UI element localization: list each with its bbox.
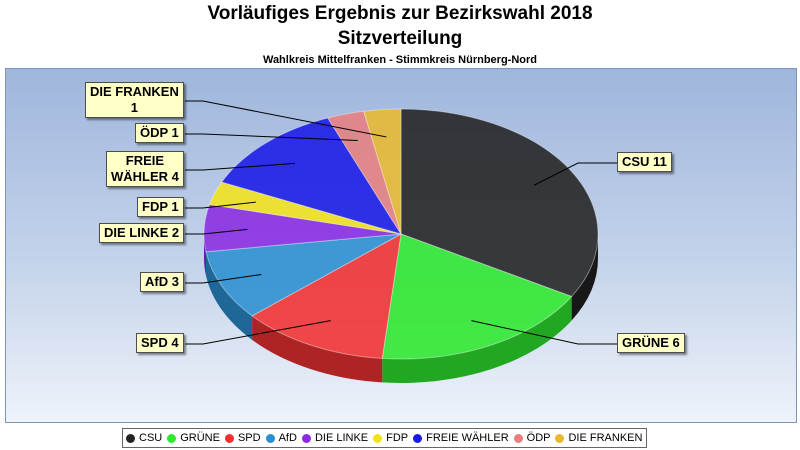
legend-marker <box>513 433 523 443</box>
leader-line <box>185 228 248 235</box>
pie-slice-fdp[interactable] <box>208 181 402 235</box>
legend-item-die-linke: DIE LINKE <box>301 432 369 444</box>
slice-label-die-franken: DIE FRANKEN 1 <box>85 82 184 118</box>
legend-label: ÖDP <box>526 432 551 444</box>
legend-item-gr-ne: GRÜNE <box>167 432 220 444</box>
pie-side-gr-ne <box>382 296 572 383</box>
legend-marker <box>301 433 311 443</box>
legend-label: FREIE WÄHLER <box>426 432 509 444</box>
pie-slice-afd[interactable] <box>205 233 402 317</box>
pie-slice-die-franken[interactable] <box>363 108 402 235</box>
pie-side-csu <box>571 234 599 321</box>
pie-slice-spd[interactable] <box>251 233 402 359</box>
leader-line <box>471 320 618 345</box>
legend-item-freie-w-hler: FREIE WÄHLER <box>413 432 509 444</box>
pie-slice--dp[interactable] <box>326 110 402 235</box>
leader-line <box>185 162 295 171</box>
legend-marker <box>224 433 234 443</box>
slice-label-fdp: FDP 1 <box>137 197 184 217</box>
slice-label-gr-ne: GRÜNE 6 <box>617 333 685 353</box>
legend-label: AfD <box>278 432 297 444</box>
legend-label: DIE FRANKEN <box>568 432 643 444</box>
slice-label--dp: ÖDP 1 <box>135 123 184 143</box>
pie-side-spd <box>252 315 383 383</box>
slice-label-afd: AfD 3 <box>140 272 184 292</box>
legend-item-spd: SPD <box>224 432 261 444</box>
pie-slice-gr-ne[interactable] <box>381 233 573 360</box>
legend-marker <box>413 433 423 443</box>
legend-marker <box>373 433 383 443</box>
pie-slice-csu[interactable] <box>400 108 599 298</box>
pie-side-afd <box>206 251 253 340</box>
plot-area <box>5 68 797 423</box>
slice-label-spd: SPD 4 <box>136 333 184 353</box>
leader-line <box>185 100 387 138</box>
pie-chart <box>185 100 618 383</box>
slice-label-freie-w-hler: FREIE WÄHLER 4 <box>106 151 184 187</box>
chart-title: Vorläufiges Ergebnis zur Bezirkswahl 201… <box>207 3 593 24</box>
leader-line <box>185 274 262 284</box>
leader-line <box>185 320 331 345</box>
slice-label-die-linke: DIE LINKE 2 <box>99 223 185 243</box>
legend: CSU GRÜNE SPD AfD DIE LINKE FDP FREIE WÄHLER ÖD… <box>122 428 648 448</box>
leader-line <box>185 201 256 209</box>
chart-subtitle: Sitzverteilung <box>337 28 463 49</box>
legend-item--dp: ÖDP <box>513 432 551 444</box>
legend-label: CSU <box>139 432 163 444</box>
legend-marker <box>126 433 135 443</box>
legend-label: FDP <box>386 432 409 444</box>
chart-caption: Wahlkreis Mittelfranken - Stimmkreis Nür… <box>262 54 538 66</box>
pie-slice-freie-w-hler[interactable] <box>220 117 403 235</box>
legend-label: SPD <box>237 432 261 444</box>
legend-marker <box>167 433 177 443</box>
legend-item-die-franken: DIE FRANKEN <box>555 432 642 444</box>
legend-marker <box>555 433 565 443</box>
leader-line <box>533 162 618 186</box>
pie-slice-die-linke[interactable] <box>203 203 402 253</box>
legend-item-fdp: FDP <box>373 432 408 444</box>
legend-item-afd: AfD <box>265 432 297 444</box>
legend-label: DIE LINKE <box>314 432 369 444</box>
pie-side-die-linke <box>204 234 207 276</box>
slice-label-csu: CSU 11 <box>617 152 672 172</box>
leader-line <box>185 133 358 141</box>
legend-marker <box>265 433 275 443</box>
legend-label: GRÜNE <box>180 432 220 444</box>
legend-item-csu: CSU <box>126 432 162 444</box>
